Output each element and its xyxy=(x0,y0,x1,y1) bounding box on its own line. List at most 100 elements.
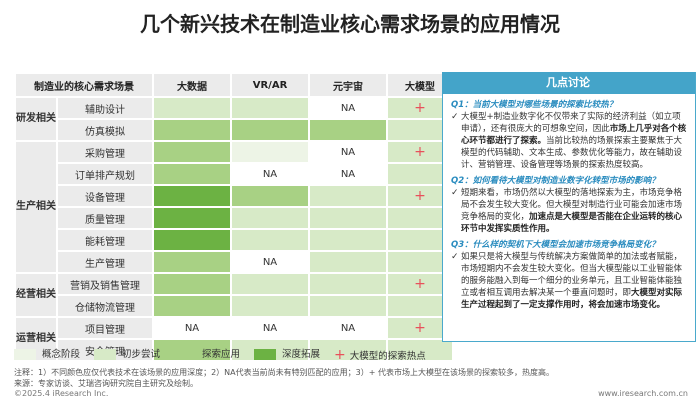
na-label: NA xyxy=(262,322,278,334)
page-title: 几个新兴技术在制造业核心需求场景的应用情况 xyxy=(140,12,560,36)
hot-spot-icon: + xyxy=(334,347,346,363)
level-initial-cell xyxy=(230,294,310,318)
level-initial-cell xyxy=(230,96,310,120)
scene-label: 仿真模拟 xyxy=(56,118,154,142)
category-label: 研发相关 xyxy=(14,96,58,142)
header-scene: 制造业的核心需求场景 xyxy=(14,72,154,98)
legend-label: 大模型的探索热点 xyxy=(349,351,426,362)
legend-item: 深度拓展 xyxy=(254,348,320,362)
copyright-text: ©2025.4 iResearch Inc. xyxy=(14,389,109,398)
na-cell: NA xyxy=(230,316,310,340)
scene-label: 项目管理 xyxy=(56,316,154,340)
legend-item: 初步尝试 xyxy=(94,348,160,362)
category-label: 经营相关 xyxy=(14,272,58,318)
na-label: NA xyxy=(340,168,356,180)
legend-label: 深度拓展 xyxy=(282,349,321,360)
level-explore-cell xyxy=(308,118,388,142)
table-row: 订单排产规划 NA NA xyxy=(15,162,454,186)
na-cell: NA xyxy=(308,96,388,120)
note-text: 注释：1）不同颜色应仅代表技术在该场景的应用深度；2）NA代表当前尚未有特别匹配… xyxy=(14,368,554,377)
level-explore-cell xyxy=(152,140,232,164)
legend-item: + 大模型的探索热点 xyxy=(334,348,426,362)
na-cell: NA xyxy=(230,162,310,186)
level-initial-cell xyxy=(308,272,388,296)
level-explore-cell xyxy=(152,118,232,142)
discussion-panel: 几点讨论 Q1：当前大模型对哪些场景的探索比较热？ ✓ 大模型+制造业数字化不仅带来… xyxy=(441,71,696,342)
hot-spot-icon: + xyxy=(414,100,426,116)
question-text: Q2：如何看待大模型对制造业数字化转型市场的影响？ xyxy=(451,176,660,186)
question-text: Q3：什么样的契机下大模型会加速市场竞争格局变化？ xyxy=(451,240,660,250)
legend-swatch xyxy=(254,349,276,360)
answer-text-part: 短期来看，市场仍然以大模型的落地探索为主，市场竞争格局不会发生较大变化。但大模型… xyxy=(461,188,683,222)
legend-swatch xyxy=(174,349,196,360)
level-initial-cell xyxy=(308,228,388,252)
level-initial-cell xyxy=(308,250,388,274)
na-label: NA xyxy=(262,168,278,180)
check-icon: ✓ xyxy=(451,252,459,262)
level-initial-cell xyxy=(230,206,310,230)
header-col-metaverse: 元宇宙 xyxy=(308,72,388,98)
level-initial-cell xyxy=(308,338,388,362)
check-icon: ✓ xyxy=(451,112,459,122)
level-initial-cell xyxy=(230,272,310,296)
legend: 概念阶段 初步尝试 探索应用 深度拓展 + 大模型的探索热点 xyxy=(14,348,444,362)
answer-highlight: 市场上几乎对各个核心环节都进行了探索。 xyxy=(461,124,687,146)
scene-label: 质量管理 xyxy=(56,206,154,230)
discussion-panel-title: 几点讨论 xyxy=(441,71,695,94)
legend-item: 概念阶段 xyxy=(14,348,80,362)
level-initial-cell xyxy=(230,228,310,252)
legend-label: 概念阶段 xyxy=(42,349,81,360)
answer-text-part: 大模型+制造业数字化不仅带来了实际的经济利益（如立项申请），还有很庞大的可想象空… xyxy=(461,112,681,134)
level-initial-cell xyxy=(386,338,454,362)
scene-label: 采购管理 xyxy=(56,140,154,164)
answer-text-part: 当前比较热的场景探索主要聚焦于大模型的代码辅助、文本生成、参数优化等能力，故在辅… xyxy=(461,136,683,170)
na-cell: NA xyxy=(230,250,310,274)
table-row: 生产相关 采购管理 NA + xyxy=(14,140,454,274)
na-cell: NA xyxy=(308,162,388,186)
scene-label: 生产管理 xyxy=(56,250,154,274)
table-row: 生产管理 NA xyxy=(15,250,454,274)
scene-label: 订单排产规划 xyxy=(56,162,154,186)
header-col-vrar: VR/AR xyxy=(230,72,310,98)
legend-item: 探索应用 xyxy=(174,348,240,362)
answer-text: ✓ 大模型+制造业数字化不仅带来了实际的经济利益（如立项申请），还有很庞大的可想象… xyxy=(451,111,689,171)
na-cell: NA xyxy=(152,316,232,340)
scene-label: 仓储物流管理 xyxy=(56,294,154,318)
level-concept-cell xyxy=(230,140,310,164)
level-explore-cell xyxy=(152,294,232,318)
legend-label: 探索应用 xyxy=(202,349,241,360)
level-explore-cell xyxy=(152,250,232,274)
hot-spot-icon: + xyxy=(414,276,426,292)
na-label: NA xyxy=(184,322,200,334)
scene-label: 辅助设计 xyxy=(56,96,154,120)
level-deep-cell xyxy=(152,184,232,208)
application-matrix-table: 制造业的核心需求场景 大数据 VR/AR 元宇宙 大模型 研发相关 辅助设计 NA +… xyxy=(14,72,454,362)
hot-spot-icon: + xyxy=(414,320,426,336)
na-label: NA xyxy=(262,256,278,268)
check-icon: ✓ xyxy=(451,188,459,198)
level-explore-cell xyxy=(152,338,232,362)
legend-label: 初步尝试 xyxy=(122,349,161,360)
scene-label: 设备管理 xyxy=(56,184,154,208)
na-cell: NA xyxy=(308,140,388,164)
source-text: 来源：专家访谈、艾瑞咨询研究院自主研究及绘制。 xyxy=(14,379,198,388)
category-label: 生产相关 xyxy=(14,140,58,274)
website-text: www.iresearch.com.cn xyxy=(598,389,688,398)
answer-text-part: 如果只是将大模型与传统解决方案做简单的加法或者赋能，市场短期内不会发生较大变化。… xyxy=(461,252,683,298)
scene-label: 能耗管理 xyxy=(56,228,154,252)
level-explore-cell xyxy=(152,272,232,296)
level-explore-cell xyxy=(152,162,232,186)
hot-spot-icon: + xyxy=(414,188,426,204)
table-row: 运营相关 项目管理 NA NA NA + xyxy=(14,316,454,362)
table-row: 设备管理 + xyxy=(15,184,454,208)
level-initial-cell xyxy=(308,294,388,318)
table-row: 质量管理 xyxy=(15,206,454,230)
header-col-bigdata: 大数据 xyxy=(152,72,232,98)
legend-swatch xyxy=(14,349,36,360)
answer-highlight: 加速点是大模型是否能在企业运转的核心环节中发挥实质性作用。 xyxy=(461,212,683,234)
table-row: 研发相关 辅助设计 NA + xyxy=(14,96,454,142)
answer-highlight: 大模型对实际生产过程起到了一定支撑作用时，将会加速市场变化。 xyxy=(461,288,683,310)
question-text: Q1：当前大模型对哪些场景的探索比较热？ xyxy=(451,100,618,110)
scene-label: 营销及销售管理 xyxy=(56,272,154,296)
table-row: 仿真模拟 xyxy=(15,118,454,142)
